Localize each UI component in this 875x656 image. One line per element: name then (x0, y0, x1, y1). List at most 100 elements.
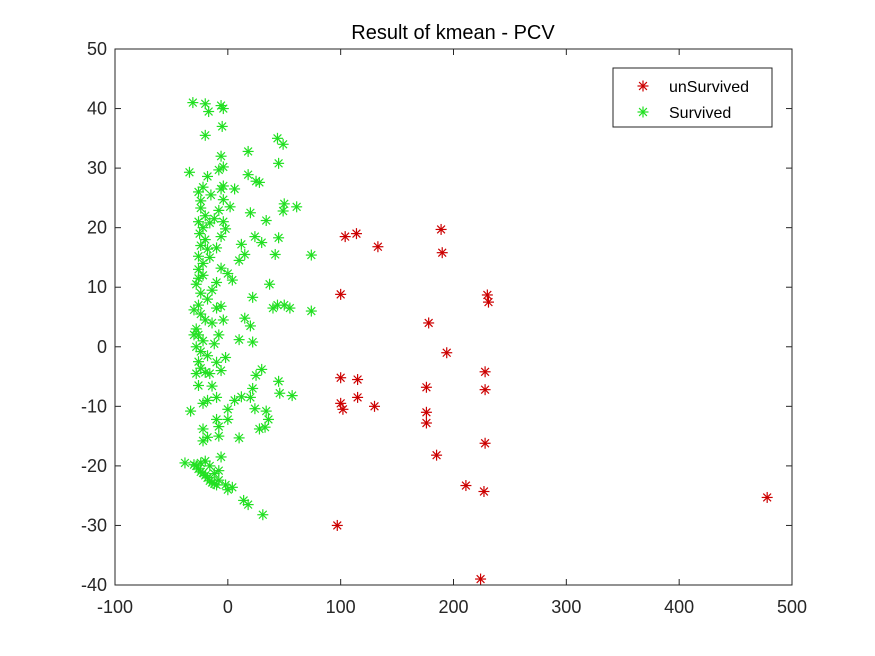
unsurvived-point (441, 347, 453, 359)
survived-point (253, 423, 265, 435)
survived-point (215, 231, 227, 243)
survived-point (239, 312, 251, 324)
unsurvived-point (435, 223, 447, 235)
y-tick-label: 0 (97, 337, 107, 357)
unsurvived-point (372, 241, 384, 253)
survived-point (260, 215, 272, 227)
unsurvived-point (420, 406, 432, 418)
survived-point (199, 98, 211, 110)
survived-point (192, 379, 204, 391)
survived-point (226, 481, 238, 493)
unsurvived-point (339, 231, 351, 243)
unsurvived-point (350, 228, 362, 240)
unsurvived-point (337, 403, 349, 415)
x-tick-label: 400 (664, 597, 694, 617)
survived-point (271, 132, 283, 144)
survived-point (211, 242, 223, 254)
survived-point (192, 272, 204, 284)
survived-point (242, 145, 254, 157)
survived-point (215, 451, 227, 463)
x-tick-label: 200 (438, 597, 468, 617)
survived-point (192, 250, 204, 262)
survived-point (224, 201, 236, 213)
survived-point (199, 210, 211, 222)
survived-point (197, 397, 209, 409)
survived-point (183, 166, 195, 178)
survived-point (202, 293, 214, 305)
survived-point (305, 305, 317, 317)
survived-point (195, 195, 207, 207)
survived-point (273, 157, 285, 169)
survived-point (260, 405, 272, 417)
survived-point (188, 329, 200, 341)
survived-point (291, 201, 303, 213)
y-tick-label: 30 (87, 158, 107, 178)
survived-point (213, 164, 225, 176)
survived-point (222, 403, 234, 415)
survived-point (192, 186, 204, 198)
survived-point (233, 432, 245, 444)
axes-box (114, 48, 793, 586)
unsurvived-point (436, 247, 448, 259)
survived-point (211, 302, 223, 314)
survived-point (215, 183, 227, 195)
survived-point (206, 284, 218, 296)
survived-point (220, 351, 232, 363)
survived-point (217, 216, 229, 228)
survived-point (215, 365, 227, 377)
unsurvived-point (761, 491, 773, 503)
survived-point (267, 302, 279, 314)
survived-point (202, 170, 214, 182)
survived-point (274, 387, 286, 399)
survived-point (215, 262, 227, 274)
y-tick-label: -40 (81, 575, 107, 595)
unsurvived-point (481, 289, 493, 301)
survived-point (222, 268, 234, 280)
survived-point (211, 276, 223, 288)
survived-point (253, 176, 265, 188)
legend-label-unsurvived: unSurvived (669, 79, 749, 96)
unsurvived-point (479, 366, 491, 378)
survived-point (187, 97, 199, 109)
survived-point (250, 369, 262, 381)
unsurvived-point (431, 449, 443, 461)
legend: unSurvived Survived (612, 67, 773, 128)
y-tick-label: 50 (87, 39, 107, 59)
legend-marker-survived (637, 106, 649, 118)
unsurvived-point (420, 381, 432, 393)
survived-point (256, 363, 268, 375)
survived-point (229, 183, 241, 195)
survived-point (247, 382, 259, 394)
survived-point (247, 336, 259, 348)
survived-point (195, 457, 207, 469)
survived-point (211, 356, 223, 368)
survived-point (278, 299, 290, 311)
unsurvived-point (352, 391, 364, 403)
survived-point (213, 204, 225, 216)
survived-point (229, 394, 241, 406)
survived-point (202, 350, 214, 362)
survived-point (244, 391, 256, 403)
survived-point (188, 304, 200, 316)
survived-point (213, 474, 225, 486)
data-markers (179, 97, 773, 585)
survived-point (208, 213, 220, 225)
survived-point (192, 216, 204, 228)
survived-point (233, 334, 245, 346)
survived-point (217, 103, 229, 115)
survived-point (203, 106, 215, 118)
x-tick-label: 0 (223, 597, 233, 617)
unsurvived-point (352, 374, 364, 386)
survived-point (222, 413, 234, 425)
survived-point (217, 314, 229, 326)
survived-point (278, 198, 290, 210)
y-tick-label: 10 (87, 277, 107, 297)
survived-point (226, 274, 238, 286)
survived-point (242, 499, 254, 511)
y-tick-label: 40 (87, 99, 107, 119)
chart-title: Result of kmean - PCV (351, 22, 555, 44)
survived-point (220, 223, 232, 235)
survived-point (284, 302, 296, 314)
